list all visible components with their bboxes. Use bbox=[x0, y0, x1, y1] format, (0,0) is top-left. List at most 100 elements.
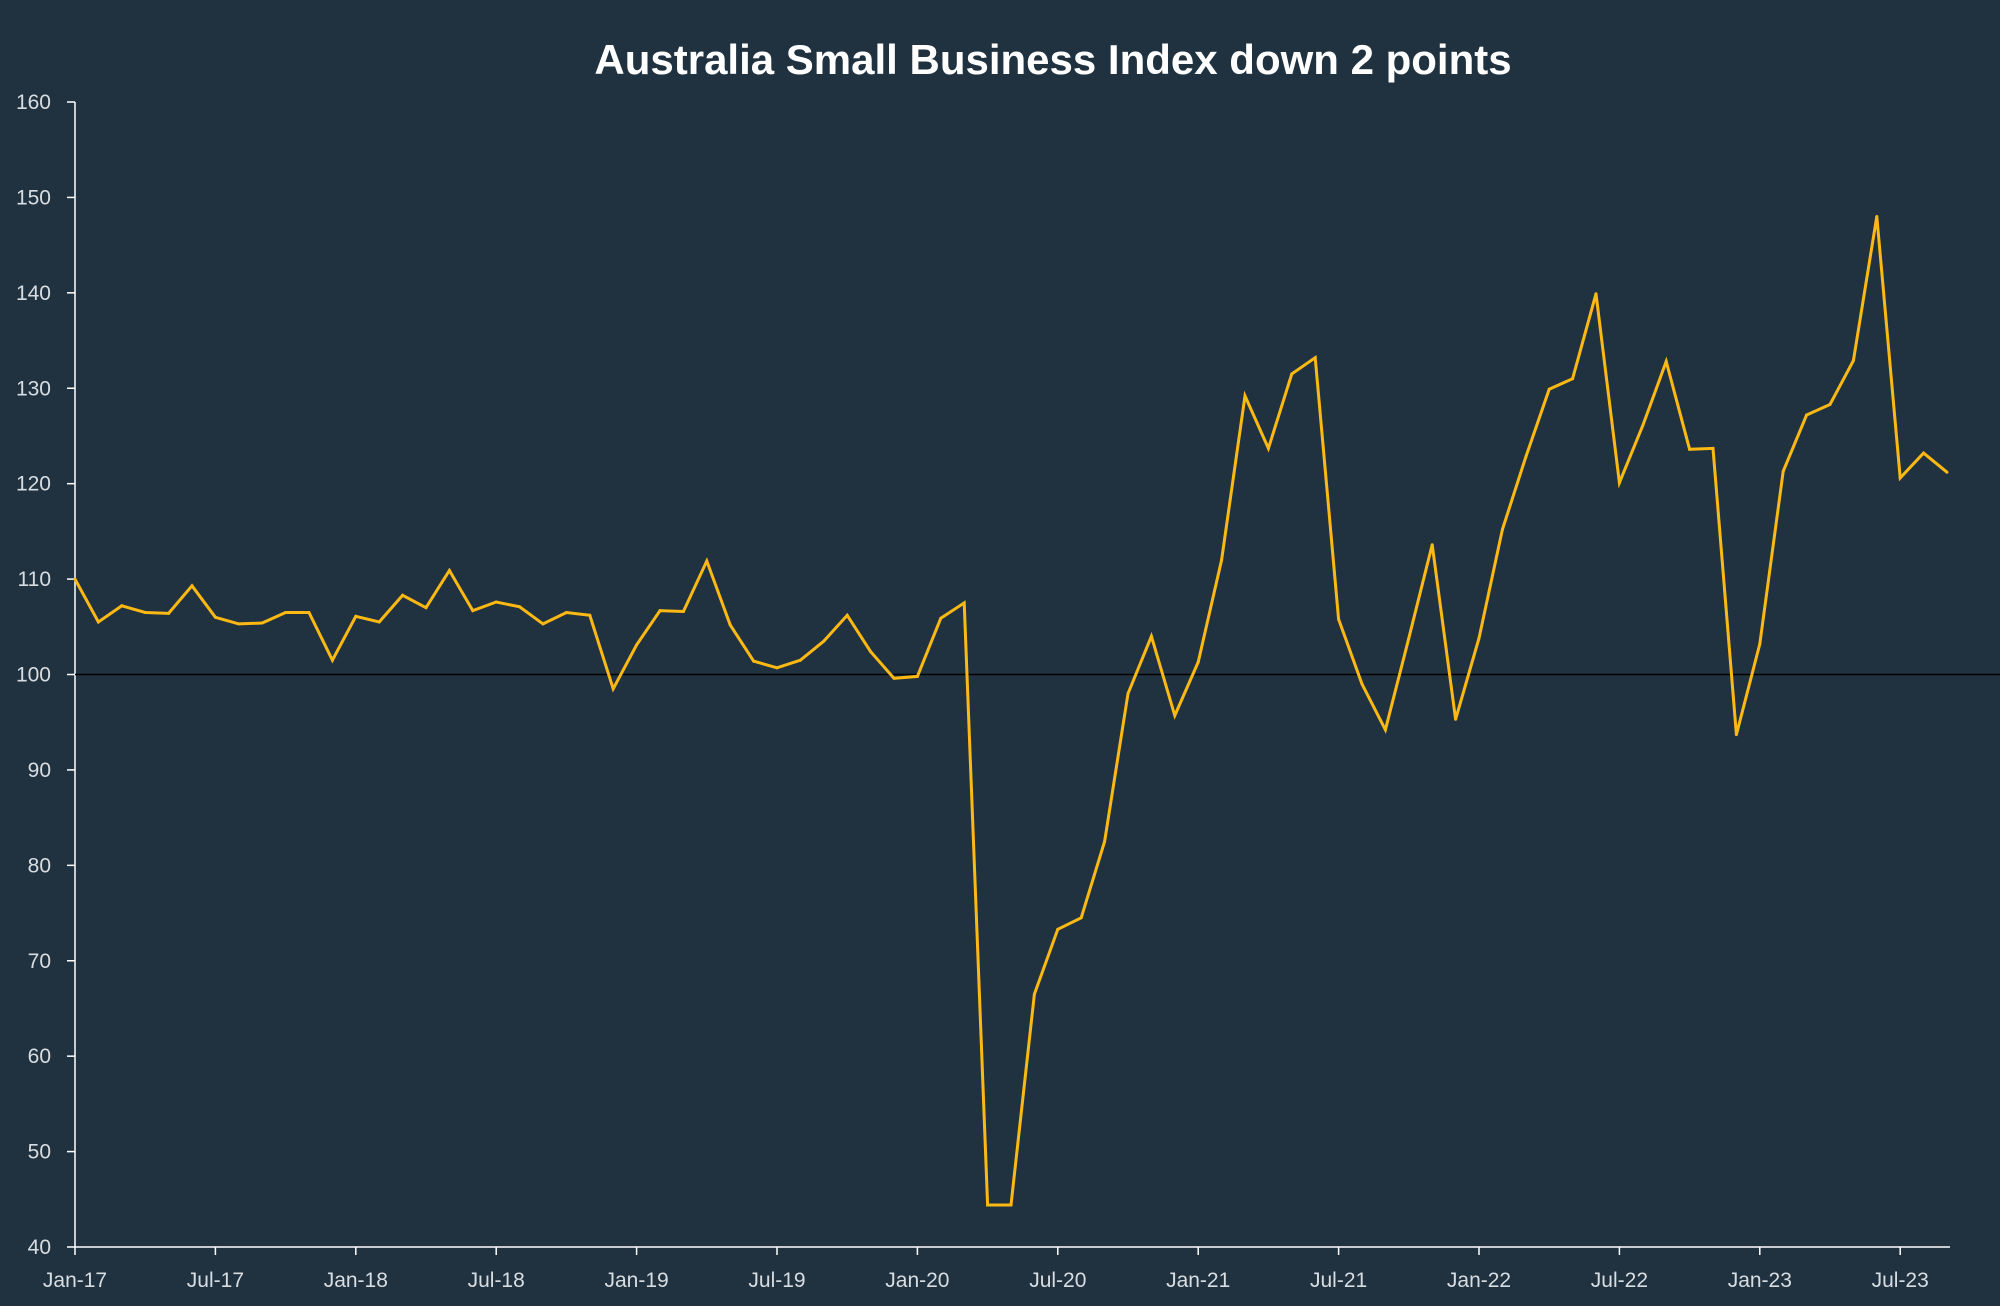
y-tick-label: 70 bbox=[28, 950, 51, 973]
data-point bbox=[190, 584, 194, 588]
data-point bbox=[1524, 455, 1528, 459]
data-point bbox=[1641, 424, 1645, 427]
data-point bbox=[307, 611, 311, 614]
data-point bbox=[213, 615, 217, 619]
data-point bbox=[869, 650, 873, 654]
data-point bbox=[1454, 717, 1458, 721]
data-point bbox=[1805, 413, 1809, 417]
data-point bbox=[1266, 446, 1270, 450]
y-tick-label: 90 bbox=[28, 759, 51, 782]
data-point bbox=[96, 620, 100, 624]
data-point bbox=[1126, 692, 1130, 696]
data-point bbox=[167, 611, 171, 615]
data-point bbox=[494, 600, 498, 604]
data-point bbox=[939, 616, 943, 620]
x-tick-label: Jul-18 bbox=[468, 1269, 525, 1292]
data-point bbox=[1477, 636, 1481, 640]
y-tick-label: 80 bbox=[28, 854, 51, 877]
data-point bbox=[1547, 387, 1551, 391]
data-point bbox=[705, 559, 709, 563]
data-point bbox=[1758, 642, 1762, 646]
x-tick-label: Jan-18 bbox=[324, 1269, 388, 1292]
data-point bbox=[424, 606, 428, 610]
data-point bbox=[1313, 356, 1317, 360]
data-point bbox=[1009, 1203, 1013, 1207]
data-point bbox=[1383, 728, 1387, 732]
data-point bbox=[120, 604, 124, 608]
data-point bbox=[1337, 617, 1341, 621]
data-point bbox=[1103, 840, 1107, 843]
data-point bbox=[447, 569, 451, 572]
data-point bbox=[658, 609, 662, 613]
data-point bbox=[1173, 714, 1177, 717]
y-tick-label: 140 bbox=[16, 282, 51, 305]
x-tick-label: Jul-21 bbox=[1310, 1269, 1367, 1292]
data-point bbox=[354, 614, 358, 618]
y-tick-label: 40 bbox=[28, 1236, 51, 1259]
y-tick-label: 130 bbox=[16, 377, 51, 400]
x-tick-label: Jan-20 bbox=[885, 1269, 949, 1292]
data-point bbox=[752, 659, 756, 663]
y-axis: 40 50 60 70 80 90 100 110 120 130 140 150 160 bbox=[16, 91, 76, 1259]
data-point bbox=[1828, 403, 1832, 406]
data-point bbox=[1875, 215, 1879, 218]
data-point bbox=[1711, 446, 1715, 450]
y-tick-label: 160 bbox=[16, 91, 51, 114]
data-point bbox=[1056, 927, 1060, 931]
data-point bbox=[1922, 451, 1926, 455]
x-tick-label: Jul-22 bbox=[1591, 1269, 1648, 1292]
data-point bbox=[892, 676, 896, 680]
data-point bbox=[1945, 470, 1949, 474]
data-point bbox=[1617, 481, 1621, 485]
x-tick-label: Jan-23 bbox=[1728, 1269, 1792, 1292]
y-tick-label: 100 bbox=[16, 664, 51, 687]
data-series bbox=[73, 215, 1949, 1207]
data-point bbox=[1430, 543, 1434, 547]
x-tick-label: Jul-20 bbox=[1029, 1269, 1086, 1292]
data-point bbox=[822, 639, 826, 643]
data-point bbox=[775, 666, 779, 670]
data-point bbox=[1594, 292, 1598, 296]
x-tick-label: Jan-17 bbox=[43, 1269, 107, 1292]
data-point bbox=[915, 674, 919, 678]
data-point bbox=[798, 658, 802, 662]
data-point bbox=[1407, 636, 1411, 640]
y-tick-label: 150 bbox=[16, 186, 51, 209]
data-point bbox=[845, 613, 849, 617]
data-point bbox=[377, 620, 381, 624]
data-point bbox=[1032, 992, 1036, 996]
x-axis: Jan-17 Jul-17 Jan-18 Jul-18 Jan-19 Jul-19 Jan-… bbox=[43, 1246, 1950, 1292]
data-point bbox=[1571, 377, 1575, 381]
data-point bbox=[1290, 372, 1294, 376]
data-point bbox=[143, 611, 147, 614]
data-point bbox=[237, 622, 241, 626]
x-tick-label: Jan-19 bbox=[604, 1269, 668, 1292]
data-point bbox=[635, 643, 639, 647]
data-point bbox=[1196, 660, 1200, 664]
y-tick-label: 60 bbox=[28, 1045, 51, 1068]
data-point bbox=[330, 658, 334, 662]
data-point bbox=[1734, 733, 1738, 737]
data-point bbox=[1664, 360, 1668, 363]
x-tick-label: Jul-19 bbox=[748, 1269, 805, 1292]
data-point bbox=[1898, 476, 1902, 480]
data-point bbox=[1079, 916, 1083, 920]
y-tick-label: 110 bbox=[18, 568, 51, 591]
data-point bbox=[986, 1203, 990, 1207]
y-tick-label: 120 bbox=[16, 473, 51, 496]
data-point bbox=[1220, 558, 1224, 562]
data-point bbox=[471, 609, 475, 613]
data-point bbox=[962, 601, 966, 605]
x-tick-label: Jan-22 bbox=[1447, 1269, 1511, 1292]
data-point bbox=[564, 611, 568, 614]
data-point bbox=[728, 623, 732, 627]
data-point bbox=[518, 605, 522, 609]
data-point bbox=[260, 621, 264, 625]
data-point bbox=[1243, 394, 1247, 398]
y-tick-label: 50 bbox=[28, 1141, 51, 1164]
data-point bbox=[284, 611, 288, 614]
data-point bbox=[541, 622, 545, 626]
chart-title: Australia Small Business Index down 2 po… bbox=[594, 36, 1511, 83]
data-point bbox=[1360, 682, 1364, 686]
